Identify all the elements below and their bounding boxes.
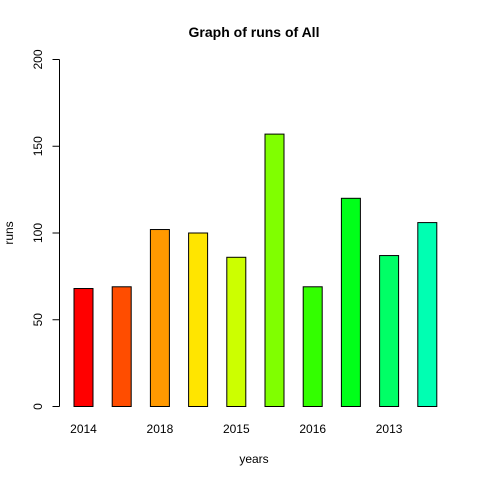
y-axis-label: runs <box>2 221 16 244</box>
y-tick-label-100: 100 <box>31 223 45 243</box>
x-tick-label-2016: 2016 <box>299 422 326 436</box>
x-tick-label-2013: 2013 <box>376 422 403 436</box>
x-tick-label-2014: 2014 <box>70 422 97 436</box>
bar-9 <box>379 255 400 407</box>
y-tick-label-0: 0 <box>31 403 45 410</box>
bar-8 <box>340 197 361 407</box>
chart-title: Graph of runs of All <box>189 24 320 40</box>
plot-area: 2014 2018 2015 2016 2013 0 50 100 150 200 <box>31 49 438 436</box>
x-axis-label: years <box>239 452 268 466</box>
bar-2 <box>111 286 132 407</box>
y-tick-label-50: 50 <box>31 313 45 327</box>
bar-6 <box>264 133 285 407</box>
bar-5 <box>226 256 247 408</box>
y-tick-label-200: 200 <box>31 49 45 69</box>
bar-10 <box>417 222 438 407</box>
bar-7 <box>302 286 323 407</box>
x-tick-label-2015: 2015 <box>223 422 250 436</box>
x-tick-labels: 2014 2018 2015 2016 2013 <box>70 422 403 436</box>
bar-3 <box>149 229 170 407</box>
bar-1 <box>73 288 94 407</box>
bars <box>73 133 438 408</box>
bar-4 <box>188 232 209 407</box>
y-axis: 0 50 100 150 200 <box>31 49 60 410</box>
x-tick-label-2018: 2018 <box>147 422 174 436</box>
y-tick-label-150: 150 <box>31 136 45 156</box>
